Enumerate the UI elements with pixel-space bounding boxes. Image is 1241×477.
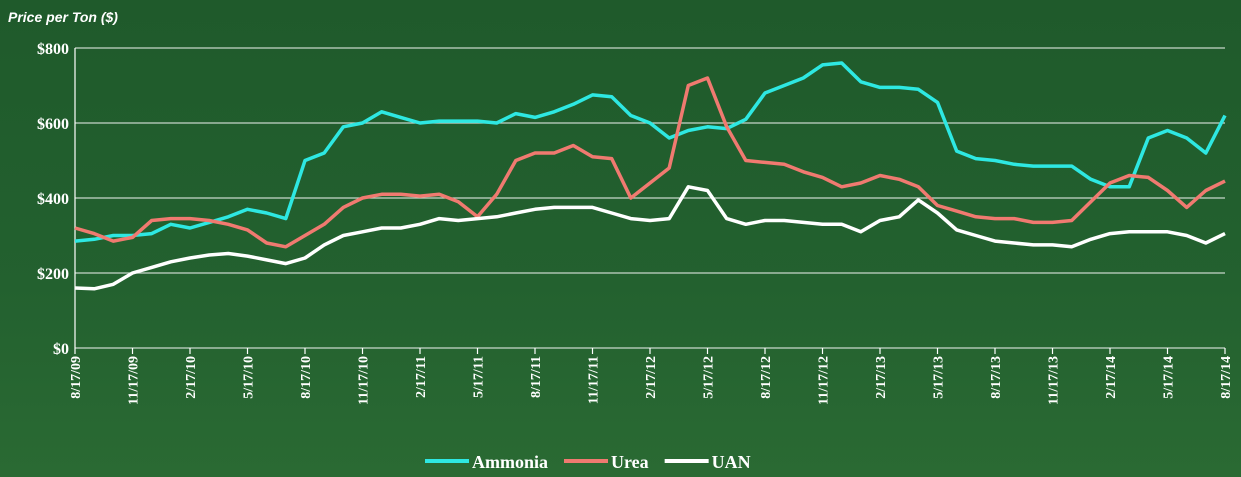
legend-label: UAN bbox=[712, 452, 751, 472]
x-tick-label: 8/17/09 bbox=[69, 356, 84, 399]
x-tick-label: 8/17/10 bbox=[299, 356, 314, 399]
x-tick-label: 2/17/10 bbox=[184, 356, 199, 399]
x-tick-label: 11/17/09 bbox=[127, 356, 142, 405]
y-tick-label: $200 bbox=[37, 266, 69, 283]
x-tick-label: 8/17/11 bbox=[529, 356, 544, 398]
x-tick-label: 11/17/10 bbox=[357, 356, 372, 405]
x-tick-label: 5/17/10 bbox=[242, 356, 257, 399]
x-tick-label: 11/17/13 bbox=[1047, 356, 1062, 405]
x-tick-label: 8/17/12 bbox=[759, 356, 774, 399]
x-tick-label: 8/17/14 bbox=[1219, 356, 1234, 399]
series-line bbox=[74, 76, 1226, 249]
y-tick-label: $800 bbox=[37, 41, 69, 58]
x-tick-label: 2/17/14 bbox=[1104, 356, 1119, 399]
series-line bbox=[74, 185, 1226, 291]
legend-label: Urea bbox=[611, 452, 649, 472]
x-tick-label: 2/17/13 bbox=[874, 356, 889, 399]
x-tick-label: 5/17/13 bbox=[932, 356, 947, 399]
x-tick-label: 5/17/14 bbox=[1162, 356, 1177, 399]
x-tick-label: 11/17/11 bbox=[587, 356, 602, 404]
x-tick-label: 11/17/12 bbox=[817, 356, 832, 405]
x-tick-label: 5/17/12 bbox=[702, 356, 717, 399]
y-tick-label: $600 bbox=[37, 116, 69, 133]
x-tick-label: 5/17/11 bbox=[472, 356, 487, 398]
x-tick-label: 2/17/11 bbox=[414, 356, 429, 398]
y-tick-label: $400 bbox=[37, 191, 69, 208]
x-tick-label: 8/17/13 bbox=[989, 356, 1004, 399]
y-tick-label: $0 bbox=[53, 341, 69, 358]
chart-title: Price per Ton ($) bbox=[8, 9, 118, 25]
series-line bbox=[74, 61, 1227, 243]
legend-label: Ammonia bbox=[472, 452, 548, 472]
x-tick-label: 2/17/12 bbox=[644, 356, 659, 399]
